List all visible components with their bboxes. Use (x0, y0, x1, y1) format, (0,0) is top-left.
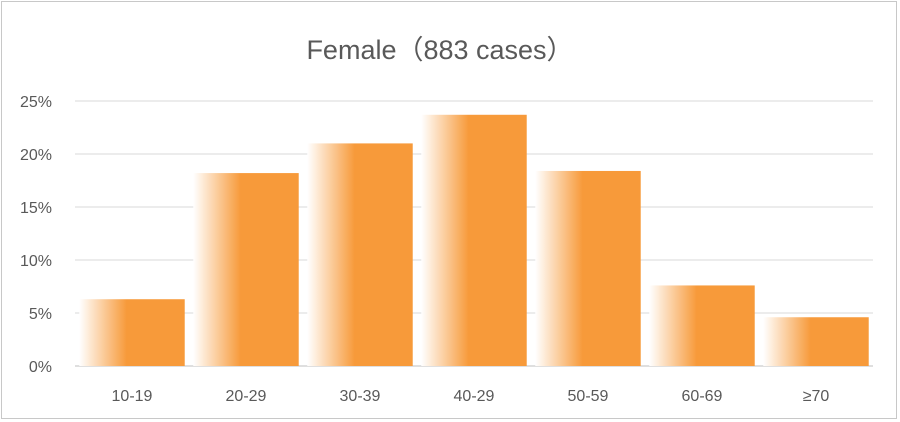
bar-30-39 (307, 143, 413, 366)
x-axis-categories: 10-19 20-29 30-39 40-29 50-59 60-69 ≥70 (112, 388, 830, 405)
x-category-label: 10-19 (112, 388, 153, 405)
bar-60-69 (649, 285, 755, 366)
bar-50-59 (535, 170, 641, 366)
bar-40-29 (421, 114, 527, 366)
bars (79, 114, 869, 366)
chart-title: Female（883 cases） (306, 35, 573, 65)
x-category-label: 40-29 (454, 388, 495, 405)
bar-≥70 (763, 317, 869, 366)
y-tick-label: 0% (29, 359, 52, 376)
bar-10-19 (79, 299, 185, 366)
y-tick-label: 10% (20, 253, 52, 270)
x-category-label: 20-29 (226, 388, 267, 405)
y-tick-label: 25% (20, 94, 52, 111)
x-category-label: 30-39 (340, 388, 381, 405)
x-category-label: 50-59 (568, 388, 609, 405)
y-axis-ticks: 0% 5% 10% 15% 20% 25% (20, 94, 52, 376)
x-category-label: ≥70 (803, 388, 830, 405)
y-tick-label: 5% (29, 306, 52, 323)
y-tick-label: 20% (20, 147, 52, 164)
bar-20-29 (193, 173, 299, 366)
x-category-label: 60-69 (682, 388, 723, 405)
y-tick-label: 15% (20, 200, 52, 217)
